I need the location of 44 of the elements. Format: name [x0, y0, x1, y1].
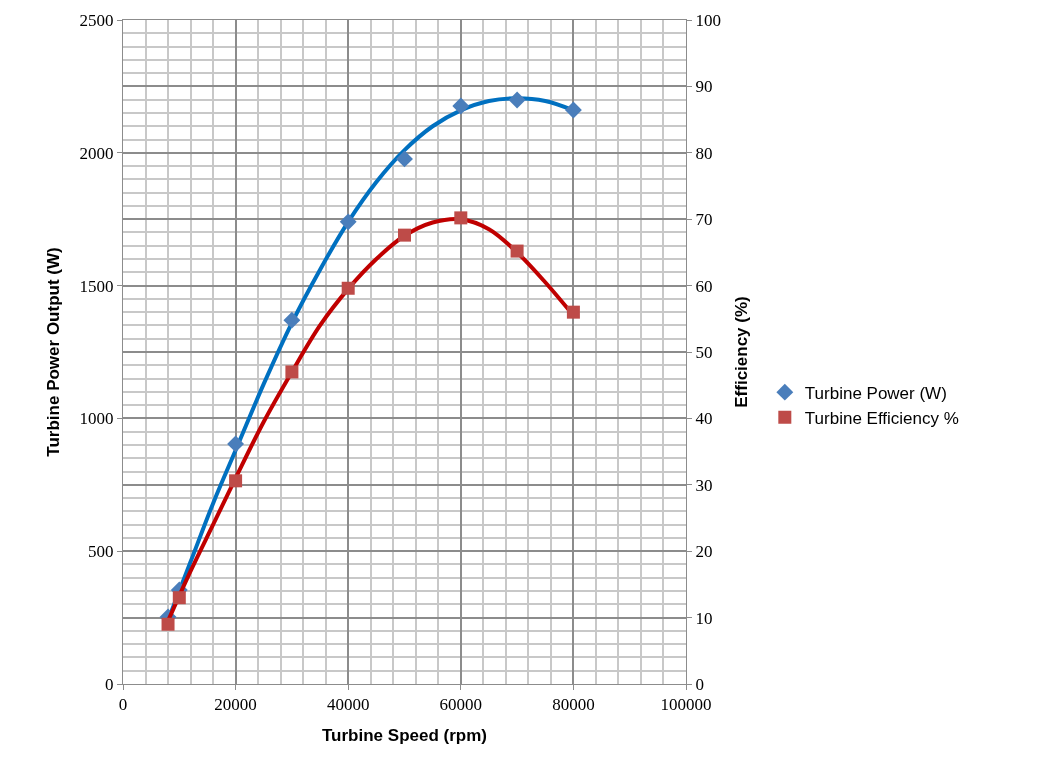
point	[566, 305, 580, 319]
y2-tick-label: 10	[695, 608, 713, 628]
y2-tick-label: 100	[695, 10, 721, 30]
y2-tick-label: 60	[695, 276, 713, 296]
point	[161, 617, 175, 631]
point	[398, 228, 411, 242]
y2-tick-label: 90	[695, 77, 713, 97]
y-tick-label: 1500	[79, 276, 114, 296]
point	[229, 474, 243, 488]
y2-tick-label: 30	[695, 475, 713, 495]
point	[508, 91, 526, 109]
y-axis-title: Turbine Power Output (W)	[44, 247, 64, 457]
x-tick-label: 60000	[439, 695, 483, 715]
y-tick-label: 0	[105, 674, 114, 694]
point	[452, 97, 470, 115]
x-axis-title: Turbine Speed (rpm)	[322, 725, 487, 745]
point	[564, 101, 582, 119]
y-tick-label: 500	[88, 542, 114, 562]
y-tick-label: 2500	[79, 10, 114, 30]
y2-tick-label: 80	[695, 143, 713, 163]
legend-label: Turbine Power (W)	[804, 383, 947, 403]
y2-tick-label: 70	[695, 210, 713, 230]
y-tick-label: 1000	[79, 409, 114, 429]
x-tick-label: 20000	[214, 695, 257, 715]
legend-label: Turbine Efficiency %	[804, 408, 959, 428]
point	[172, 591, 186, 605]
y2-tick-label: 50	[695, 342, 713, 362]
point	[339, 213, 357, 231]
point	[510, 244, 524, 258]
point	[227, 435, 245, 453]
x-tick-label: 0	[118, 695, 128, 715]
x-tick-label: 100000	[660, 695, 712, 715]
point	[341, 281, 355, 295]
point	[285, 365, 299, 379]
y2-tick-label: 0	[695, 674, 704, 694]
point	[396, 150, 413, 168]
y2-tick-label: 20	[695, 542, 713, 562]
point	[283, 311, 301, 329]
y2-axis-title: Efficiency (%)	[732, 296, 752, 408]
y-tick-label: 2000	[79, 143, 114, 163]
x-tick-label: 40000	[326, 695, 370, 715]
y2-tick-label: 40	[695, 409, 713, 429]
x-tick-label: 80000	[552, 695, 595, 715]
point	[454, 211, 468, 225]
